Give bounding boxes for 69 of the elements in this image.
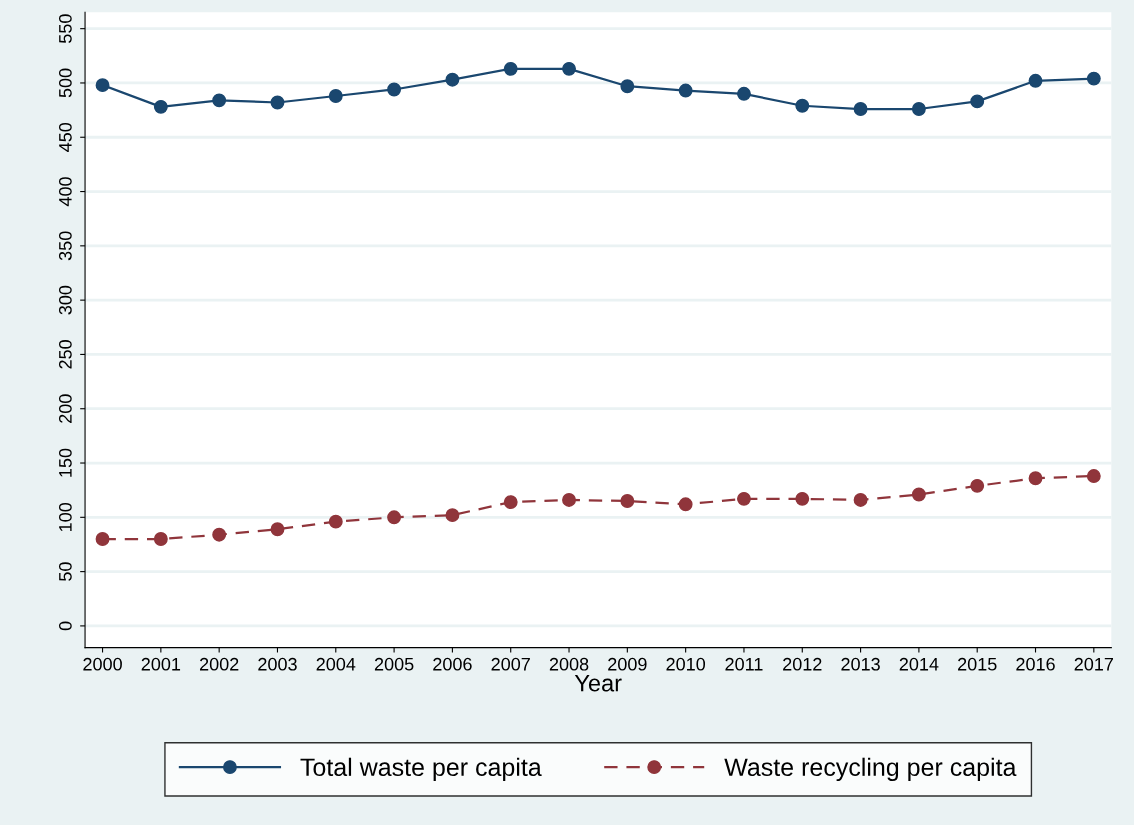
point — [212, 527, 227, 542]
y-tick-label: 50 — [58, 562, 72, 581]
point — [970, 94, 985, 109]
x-tick-label: 2009 — [608, 657, 647, 671]
x-tick-label: 2010 — [666, 657, 706, 671]
x-tick-label: 2006 — [433, 657, 472, 671]
point — [328, 89, 343, 103]
y-tick-label: 150 — [58, 448, 72, 477]
point — [911, 487, 926, 502]
x-tick-label: 2015 — [958, 657, 997, 671]
point — [153, 532, 168, 546]
x-axis-title: Year — [574, 675, 622, 692]
point — [270, 95, 285, 110]
point — [445, 508, 460, 523]
x-tick-label: 2016 — [1016, 657, 1055, 671]
x-tick-label: 2007 — [491, 657, 530, 671]
point — [328, 514, 343, 529]
y-tick-label: 250 — [58, 340, 72, 369]
point — [503, 61, 518, 76]
x-tick-label: 2013 — [841, 657, 880, 671]
point — [212, 93, 227, 108]
point — [153, 99, 168, 114]
point — [562, 61, 576, 76]
point — [387, 82, 402, 97]
point — [562, 492, 576, 507]
x-tick-label: 2008 — [549, 657, 589, 671]
point — [853, 102, 868, 116]
y-tick-label: 100 — [58, 502, 72, 531]
point — [503, 495, 518, 510]
point — [1086, 71, 1101, 86]
y-tick-label: 200 — [58, 394, 72, 423]
legend-label: Total waste per capita — [300, 757, 542, 782]
point — [1028, 73, 1043, 88]
point — [1028, 471, 1043, 486]
point — [270, 522, 285, 537]
y-tick-label: 500 — [58, 68, 72, 98]
x-tick-label: 2001 — [141, 657, 181, 671]
y-tick-label: 0 — [58, 621, 72, 631]
y-tick-label: 300 — [58, 285, 72, 315]
y-tick-label: 400 — [58, 177, 72, 207]
x-tick-label: 2004 — [316, 657, 356, 671]
point — [737, 86, 751, 101]
x-tick-label: 2012 — [783, 657, 822, 671]
x-tick-label: 2005 — [374, 657, 414, 671]
y-tick-label: 450 — [58, 122, 72, 152]
x-tick-label: 2002 — [199, 657, 239, 671]
point — [737, 491, 751, 506]
x-tick-label: 2003 — [258, 657, 297, 671]
point — [853, 492, 868, 507]
point — [678, 497, 693, 512]
point — [795, 98, 810, 113]
point — [387, 510, 402, 525]
point — [445, 72, 460, 87]
point — [1086, 469, 1101, 483]
point — [95, 78, 110, 93]
y-tick-label: 550 — [58, 14, 72, 43]
point — [970, 478, 985, 493]
point — [678, 83, 693, 98]
point — [95, 532, 110, 546]
point — [795, 491, 810, 506]
point — [620, 494, 635, 508]
legend-label: Waste recycling per capita — [724, 757, 1017, 782]
point — [911, 102, 926, 116]
x-tick-label: 2000 — [83, 657, 122, 671]
y-tick-label: 350 — [58, 231, 72, 261]
x-tick-label: 2017 — [1074, 657, 1114, 671]
point — [620, 79, 635, 94]
x-tick-label: 2014 — [899, 657, 939, 671]
x-tick-label: 2011 — [725, 657, 763, 671]
